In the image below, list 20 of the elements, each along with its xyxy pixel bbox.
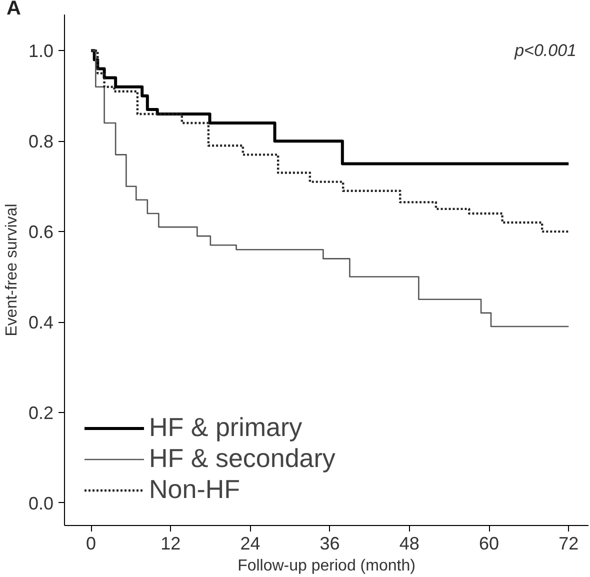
legend-label: HF & primary — [149, 412, 302, 443]
x-tick-label: 48 — [399, 534, 420, 554]
y-tick-label: 0.2 — [28, 402, 54, 423]
x-tick-label: 24 — [240, 534, 260, 554]
text: A — [6, 0, 21, 20]
annotation: p<0.001 — [514, 41, 577, 60]
y-tick-label: 0.8 — [28, 132, 54, 152]
x-tick-label: 72 — [558, 534, 579, 554]
legend-label: HF & secondary — [149, 443, 336, 474]
x-tick-label: 0 — [86, 534, 96, 554]
y-tick-label: 0.6 — [28, 222, 54, 242]
y-axis-title: Event-free survival — [3, 204, 20, 336]
x-tick-label: 36 — [320, 534, 340, 554]
y-tick-label: 0.0 — [28, 493, 54, 514]
x-tick-label: 12 — [160, 534, 181, 554]
y-tick-label: 0.4 — [28, 312, 54, 333]
y-tick-label: 1.0 — [28, 41, 54, 62]
x-tick-label: 60 — [478, 534, 500, 554]
legend-label: Non-HF — [149, 474, 240, 505]
x-axis-title: Follow-up period (month) — [238, 558, 416, 574]
